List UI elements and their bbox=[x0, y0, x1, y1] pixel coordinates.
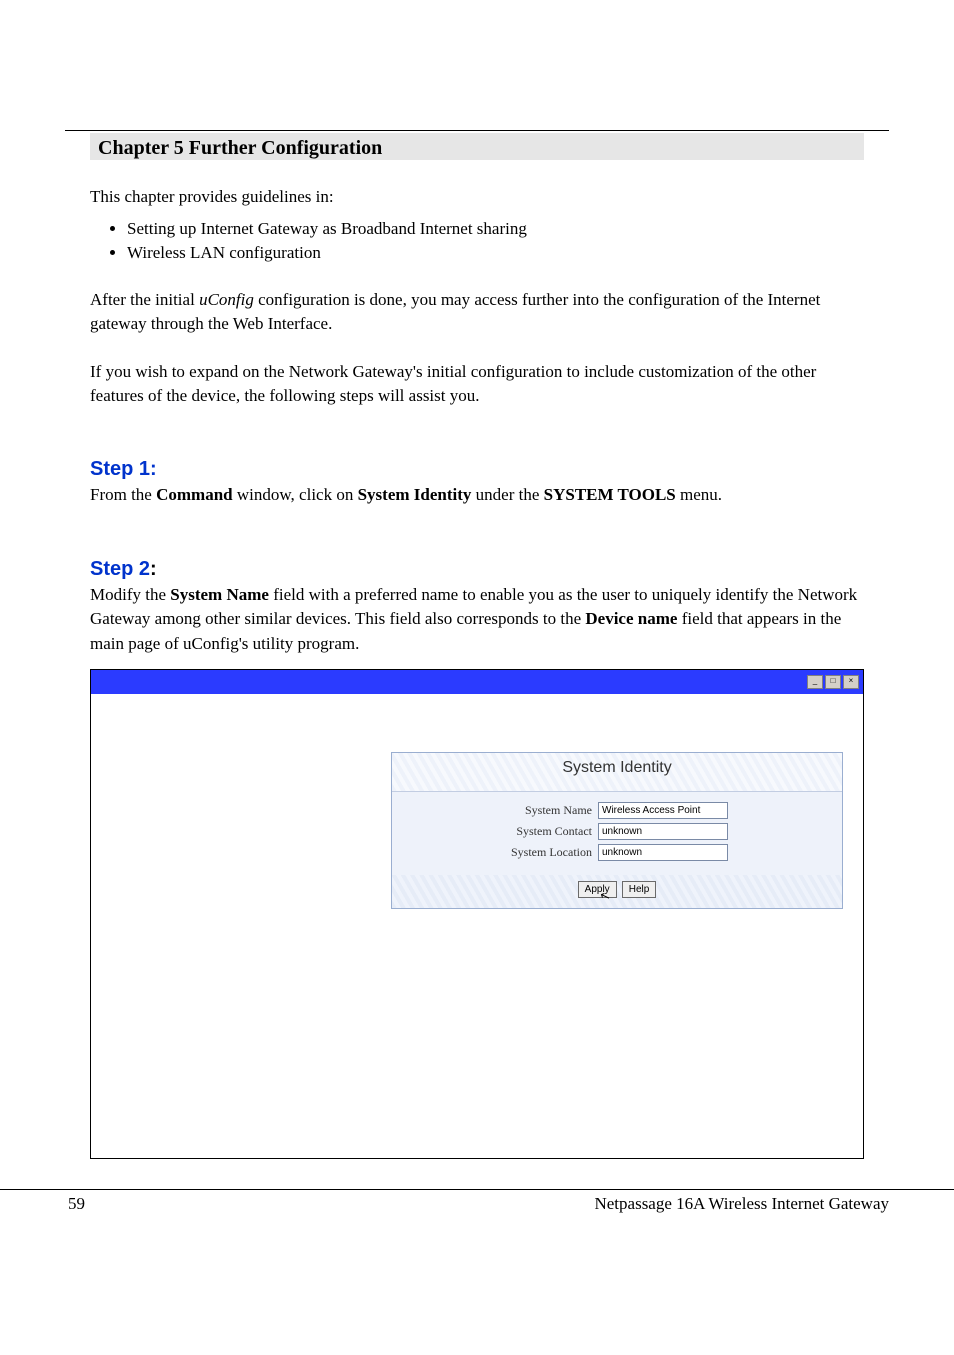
help-button[interactable]: Help bbox=[622, 881, 657, 898]
close-button[interactable]: × bbox=[843, 675, 859, 689]
system-location-label: System Location bbox=[402, 845, 598, 860]
maximize-button[interactable]: □ bbox=[825, 675, 841, 689]
content-area: System Identity System Name System Conta… bbox=[391, 694, 863, 1158]
form-row-system-name: System Name bbox=[402, 802, 832, 819]
system-contact-label: System Contact bbox=[402, 824, 598, 839]
panel-title: System Identity bbox=[392, 753, 842, 792]
intro-bullets: Setting up Internet Gateway as Broadband… bbox=[105, 219, 889, 263]
step-2-block: Step 2: Modify the System Name field wit… bbox=[90, 558, 864, 657]
system-name-label: System Name bbox=[402, 803, 598, 818]
titlebar: _ □ × bbox=[91, 670, 863, 694]
intro-paragraph-3: If you wish to expand on the Network Gat… bbox=[90, 360, 864, 408]
footer: 59 Netpassage 16A Wireless Internet Gate… bbox=[0, 1190, 954, 1214]
form-row-system-contact: System Contact bbox=[402, 823, 832, 840]
panel-form: System Name System Contact System Locati… bbox=[392, 792, 842, 875]
step-1-heading: Step 1: bbox=[90, 458, 864, 481]
panel-buttons: Apply Help ↖ bbox=[392, 875, 842, 908]
screenshot-window: _ □ × System Identity System Name System bbox=[90, 669, 864, 1159]
bullet-item: Setting up Internet Gateway as Broadband… bbox=[127, 219, 889, 239]
page: Chapter 5 Further Configuration This cha… bbox=[0, 0, 954, 1189]
step-1-block: Step 1: From the Command window, click o… bbox=[90, 458, 864, 508]
intro-paragraph-1: This chapter provides guidelines in: bbox=[90, 185, 864, 209]
form-row-system-location: System Location bbox=[402, 844, 832, 861]
system-name-input[interactable] bbox=[598, 802, 728, 819]
page-number: 59 bbox=[68, 1194, 85, 1214]
chapter-heading: Chapter 5 Further Configuration bbox=[90, 133, 864, 160]
minimize-button[interactable]: _ bbox=[807, 675, 823, 689]
system-location-input[interactable] bbox=[598, 844, 728, 861]
footer-title: Netpassage 16A Wireless Internet Gateway bbox=[594, 1194, 889, 1214]
system-identity-panel: System Identity System Name System Conta… bbox=[391, 752, 843, 909]
chapter-rule bbox=[65, 130, 889, 131]
sidebar-area bbox=[91, 694, 391, 1158]
step-2-heading: Step 2: bbox=[90, 558, 864, 581]
step-1-text: From the Command window, click on System… bbox=[90, 483, 864, 508]
system-contact-input[interactable] bbox=[598, 823, 728, 840]
window-controls: _ □ × bbox=[807, 675, 859, 689]
intro-paragraph-2: After the initial uConfig configuration … bbox=[90, 288, 864, 336]
apply-button[interactable]: Apply bbox=[578, 881, 617, 898]
bullet-item: Wireless LAN configuration bbox=[127, 243, 889, 263]
step-2-text: Modify the System Name field with a pref… bbox=[90, 583, 864, 657]
